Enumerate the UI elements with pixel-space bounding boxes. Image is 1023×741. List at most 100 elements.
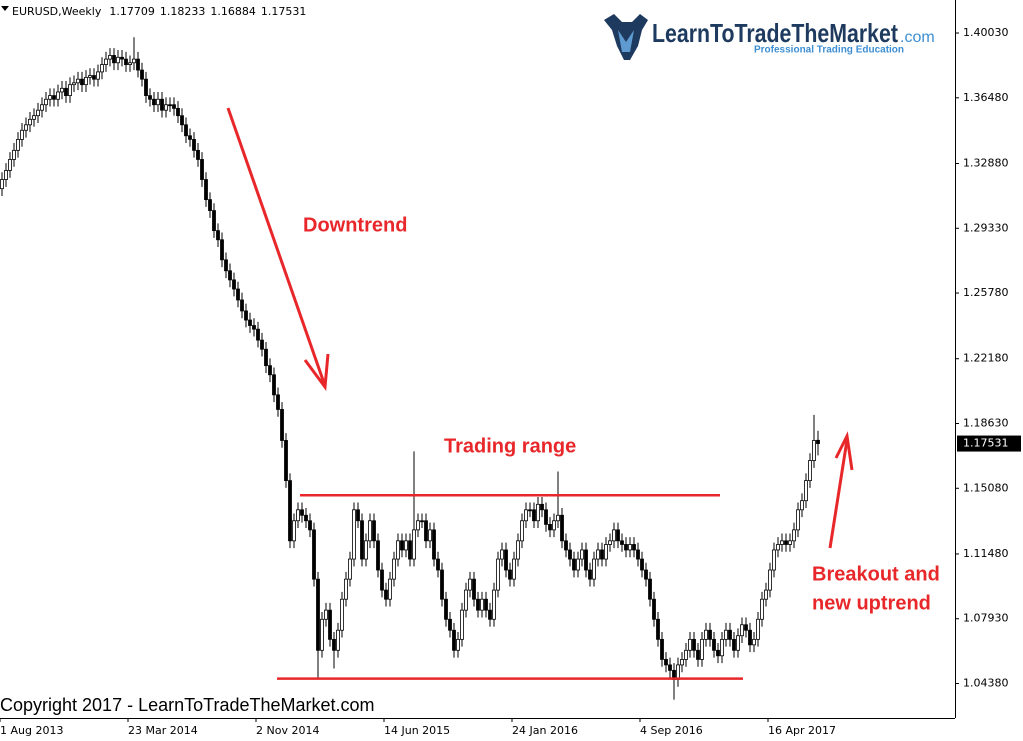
y-tick-label: 1.36480 <box>963 91 1009 104</box>
candle-body <box>604 544 608 560</box>
candle-body <box>348 558 352 580</box>
candle-body <box>244 310 248 321</box>
candle-body <box>160 98 164 111</box>
candle-body <box>52 95 56 100</box>
candle-body <box>20 129 24 140</box>
candle-body <box>204 179 208 201</box>
candle-body <box>404 540 408 551</box>
candle-body <box>752 638 756 646</box>
candle-body <box>180 115 184 126</box>
downtrend-arrowhead <box>303 353 330 392</box>
candle-body <box>492 589 496 620</box>
candle-body <box>664 659 668 666</box>
candle-body <box>684 649 688 660</box>
candle-body <box>132 58 136 64</box>
candle-body <box>812 440 816 461</box>
candle-body <box>80 78 84 86</box>
y-tick-label: 1.32880 <box>963 156 1009 169</box>
candle-body <box>252 325 256 330</box>
candle-body <box>388 578 392 600</box>
candle-body <box>96 71 100 80</box>
candle-body <box>456 638 460 651</box>
candle-body <box>32 115 36 120</box>
x-tick-label: 2 Nov 2014 <box>256 724 319 737</box>
candle-body <box>568 549 572 560</box>
x-tick-label: 23 Mar 2014 <box>128 724 198 737</box>
candle-body <box>512 558 516 580</box>
price-tag <box>957 435 1021 452</box>
candle-body <box>776 544 780 551</box>
logo-icon-detail <box>618 30 634 52</box>
candle-body <box>444 598 448 620</box>
candle-body <box>560 514 564 542</box>
y-tick-label: 1.18630 <box>963 417 1009 430</box>
y-tick-label: 1.04380 <box>963 677 1009 690</box>
candle-body <box>72 82 76 86</box>
candle-body <box>416 520 420 531</box>
candle-body <box>248 319 252 326</box>
y-tick-label: 1.29330 <box>963 221 1009 234</box>
candle-body <box>500 549 504 560</box>
x-tick-label: 14 Jun 2015 <box>384 724 450 737</box>
candle-body <box>364 540 368 560</box>
candle-body <box>308 520 312 531</box>
candle-body <box>64 87 68 97</box>
candle-body <box>460 609 464 640</box>
candle-body <box>652 598 656 620</box>
candle-body <box>412 529 416 560</box>
logo-tagline: Professional Trading Education <box>754 45 904 56</box>
close-value: 1.17531 <box>261 5 307 18</box>
candle-body <box>624 544 628 551</box>
candle-body <box>36 109 40 117</box>
candle-body <box>556 514 560 522</box>
candle-body <box>16 139 20 151</box>
candle-body <box>676 664 680 680</box>
candle-body <box>516 540 520 560</box>
candle-body <box>332 638 336 651</box>
x-tick-label: 24 Jan 2016 <box>512 724 578 737</box>
candle-body <box>4 170 8 180</box>
y-tick-label: 1.15080 <box>963 481 1009 494</box>
candle-body <box>536 503 540 522</box>
breakout-label: new uptrend <box>812 592 931 614</box>
candle-body <box>744 624 748 631</box>
logo: LearnToTradeTheMarket .com Professional … <box>604 14 935 60</box>
candle-body <box>804 480 808 502</box>
candle-body <box>532 509 536 522</box>
candle-body <box>660 638 664 660</box>
candle-body <box>800 500 804 511</box>
candle-body <box>280 409 284 441</box>
candle-body <box>312 529 316 580</box>
candle-body <box>236 288 240 301</box>
candle-body <box>764 589 768 600</box>
candle-body <box>760 598 764 620</box>
candle-body <box>576 558 580 571</box>
candle-body <box>216 230 220 241</box>
candle-body <box>656 618 660 640</box>
candle-body <box>92 75 96 80</box>
candle-body <box>184 124 188 137</box>
candle-body <box>716 649 720 657</box>
candle-body <box>608 540 612 545</box>
candle-body <box>540 503 544 511</box>
candle-body <box>396 540 400 560</box>
x-tick-label: 1 Aug 2013 <box>0 724 63 737</box>
candle-body <box>296 509 300 522</box>
candle-body <box>192 139 196 151</box>
candle-body <box>288 480 292 542</box>
candle-body <box>172 104 176 109</box>
candle-body <box>596 549 600 560</box>
candle-body <box>600 549 604 560</box>
candle-body <box>548 524 552 531</box>
candle-body <box>772 549 776 571</box>
breakout-arrow <box>828 439 849 549</box>
candle-body <box>220 239 224 261</box>
candle-body <box>588 569 592 580</box>
header-arrow <box>1 6 9 11</box>
candle-body <box>136 58 140 71</box>
candle-body <box>524 509 528 522</box>
candle-body <box>448 618 452 631</box>
candle-body <box>152 98 156 106</box>
